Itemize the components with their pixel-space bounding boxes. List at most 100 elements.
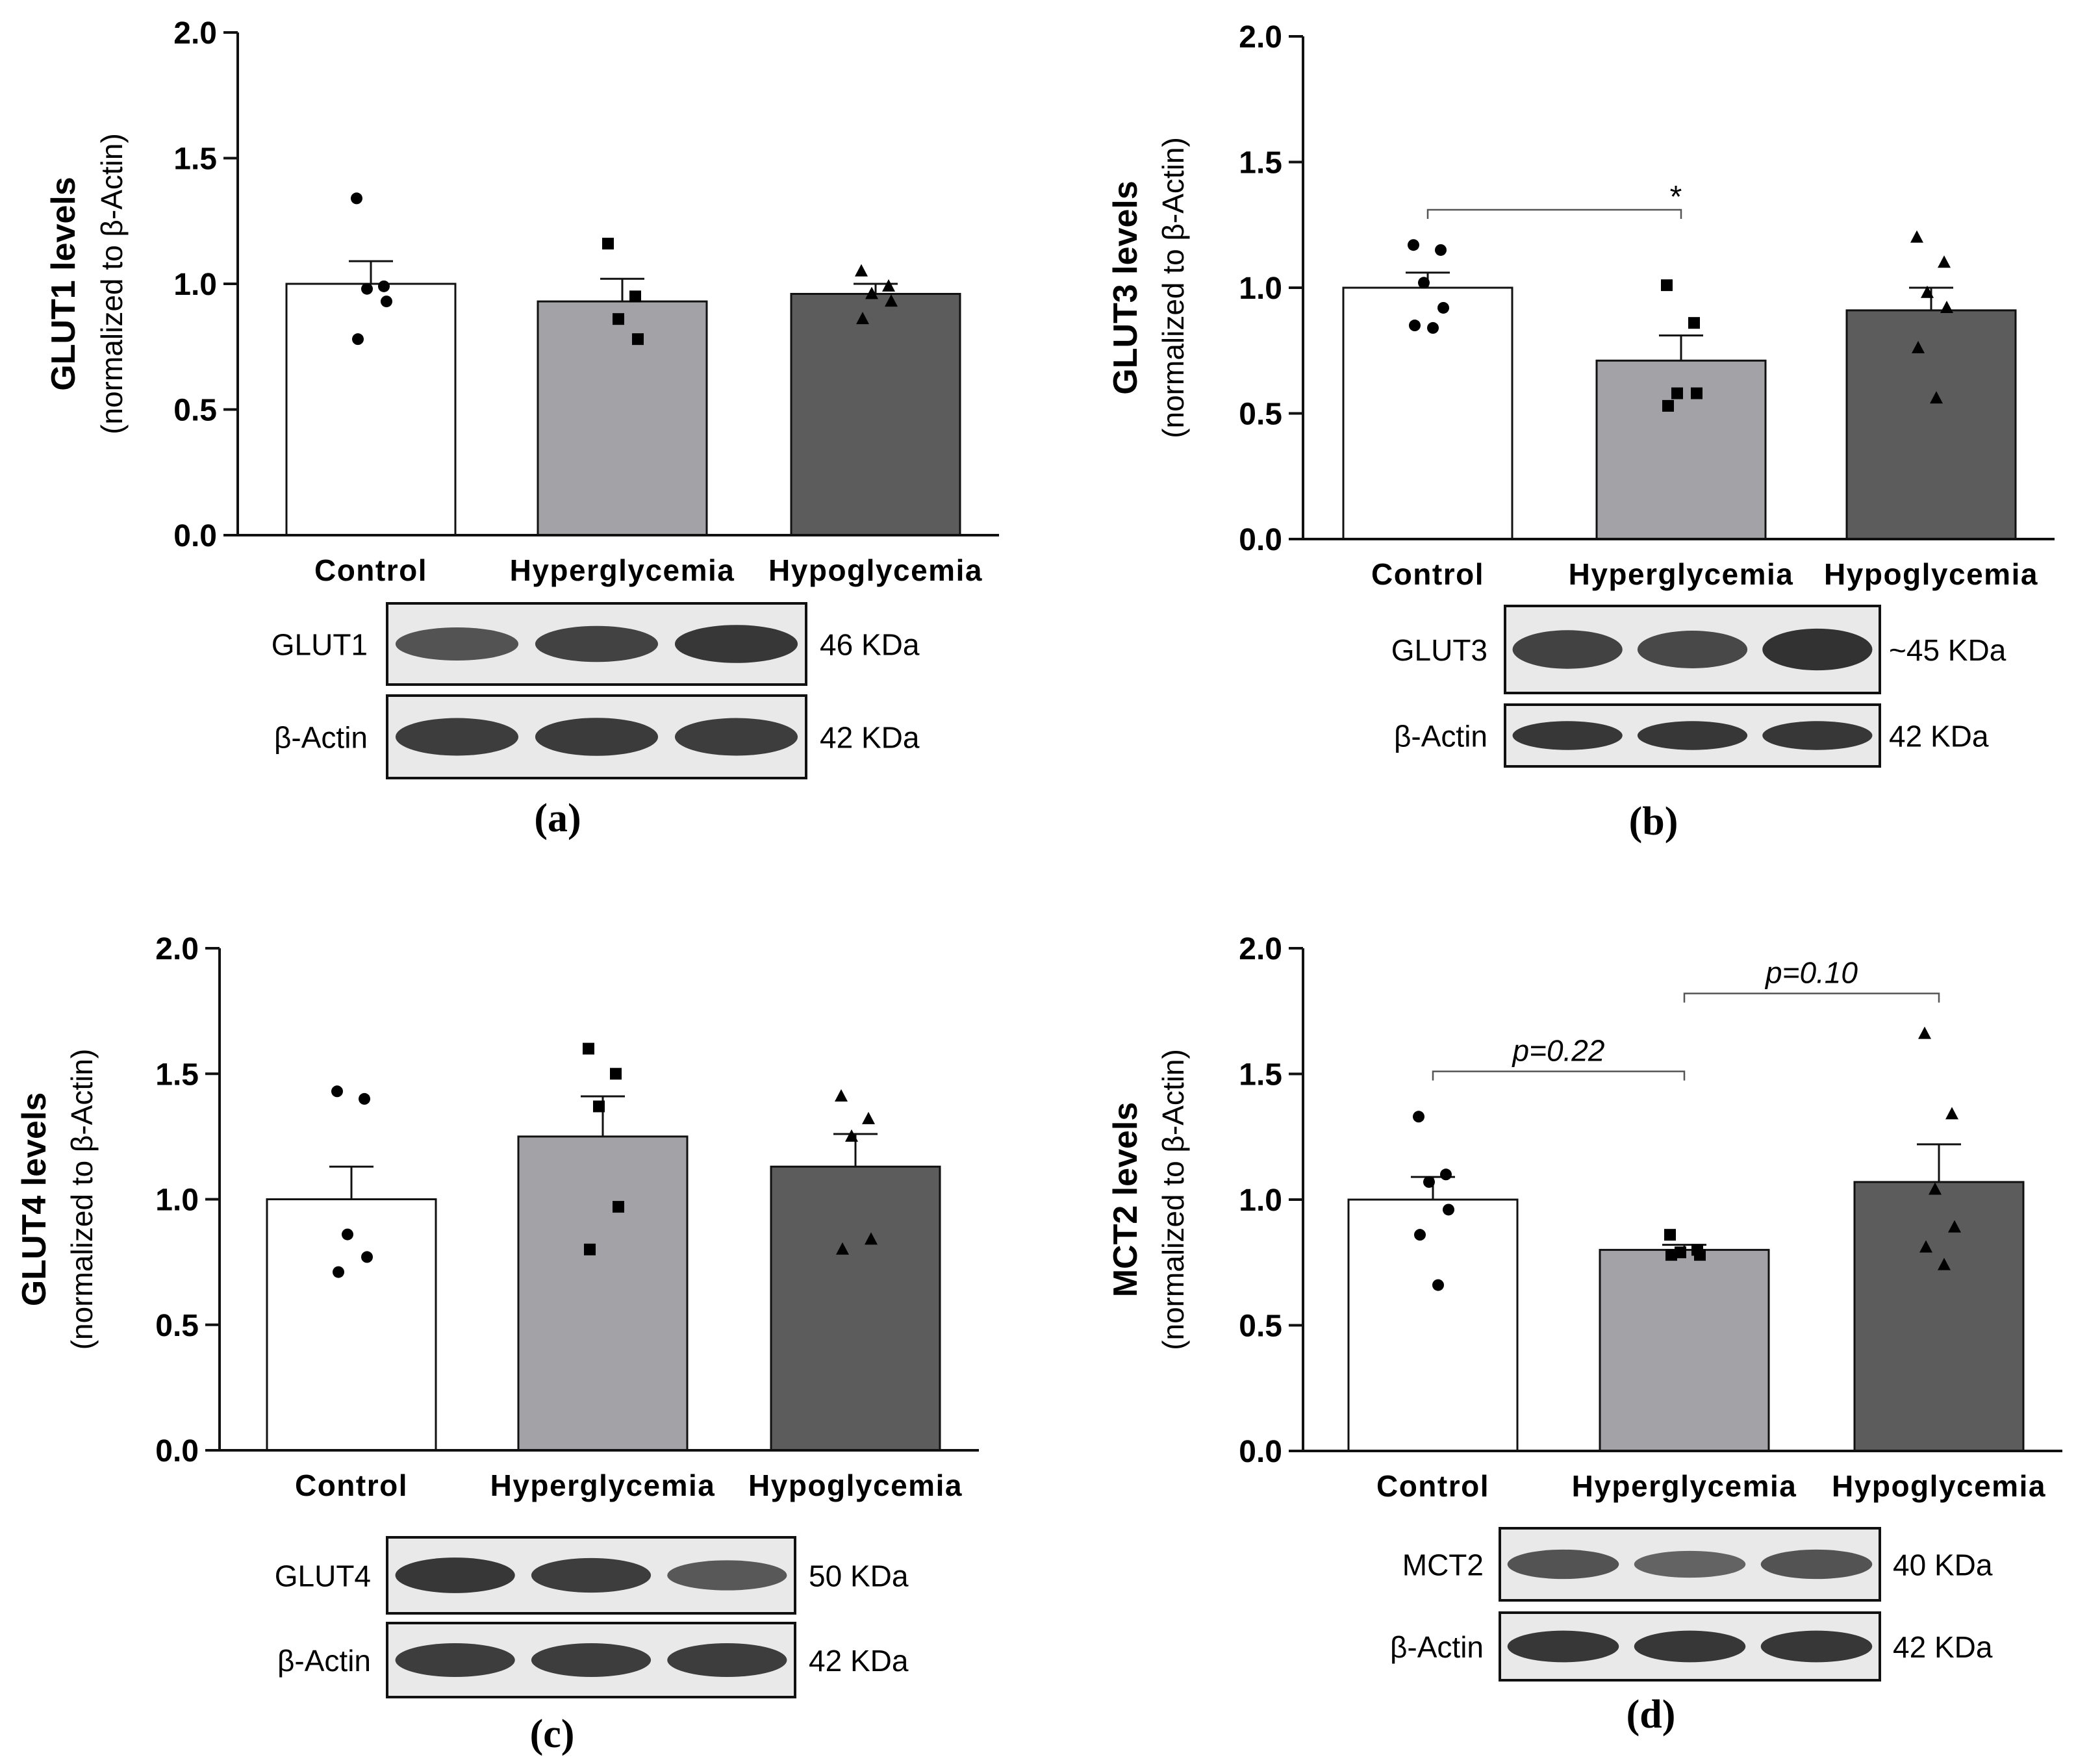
blot-row-label: β-Actin bbox=[277, 1644, 371, 1678]
category-label: Control bbox=[314, 553, 427, 587]
bar-hypoglycemia bbox=[790, 292, 961, 536]
comparison-label: p=0.10 bbox=[1764, 956, 1858, 990]
blot-kda-label: 42 KDa bbox=[809, 1644, 909, 1678]
data-point bbox=[629, 290, 641, 303]
panel-label: (c) bbox=[530, 1712, 575, 1756]
y-axis-subtitle: (normalized to β-Actin) bbox=[1156, 137, 1190, 438]
data-point bbox=[378, 280, 390, 292]
y-axis-subtitle: (normalized to β-Actin) bbox=[65, 1049, 99, 1350]
category-label: Hypoglycemia bbox=[1824, 557, 2038, 591]
blot-band bbox=[1637, 631, 1748, 668]
data-point bbox=[331, 1085, 343, 1098]
category-label: Hyperglycemia bbox=[1569, 557, 1794, 591]
blot-band bbox=[1634, 1630, 1746, 1663]
panel-d: 0.0 0.5 1.0 1.5 2.0 Control Hyperglycemia Hypog… bbox=[1107, 932, 2062, 1737]
blot-band bbox=[395, 718, 519, 756]
data-point bbox=[1919, 1240, 1932, 1253]
data-point bbox=[865, 286, 878, 299]
y-tick-label: 1.0 bbox=[1239, 1183, 1282, 1218]
blot-kda-label: 50 KDa bbox=[809, 1559, 909, 1593]
data-point bbox=[1948, 1220, 1961, 1233]
y-tick-label: 1.0 bbox=[1239, 271, 1282, 306]
blot-row-label: β-Actin bbox=[1394, 720, 1487, 753]
y-tick-label: 0.5 bbox=[173, 394, 217, 428]
blot-band bbox=[1760, 1549, 1873, 1580]
blot-band bbox=[667, 1643, 787, 1677]
panel-label: (b) bbox=[1629, 800, 1678, 844]
data-point bbox=[1661, 279, 1673, 292]
y-tick-label: 2.0 bbox=[173, 16, 217, 51]
data-point bbox=[1437, 301, 1449, 314]
data-point bbox=[1408, 239, 1419, 251]
data-point bbox=[1930, 391, 1943, 404]
comparison-label: * bbox=[1670, 180, 1682, 214]
blot-band bbox=[535, 718, 659, 756]
blot-kda-label: 42 KDa bbox=[820, 721, 920, 755]
blot-kda-label: 46 KDa bbox=[820, 628, 920, 662]
data-point bbox=[352, 333, 364, 346]
blot-row-label: MCT2 bbox=[1402, 1548, 1484, 1582]
data-point bbox=[1671, 387, 1683, 399]
data-point bbox=[610, 1068, 622, 1080]
data-point bbox=[593, 1100, 605, 1113]
data-point bbox=[351, 192, 362, 205]
category-label: Control bbox=[295, 1468, 408, 1502]
blot-band bbox=[1512, 721, 1623, 750]
y-tick-label: 2.0 bbox=[1239, 20, 1282, 55]
data-point bbox=[361, 1251, 373, 1263]
data-point bbox=[856, 312, 869, 325]
data-point bbox=[865, 1232, 878, 1245]
data-point bbox=[1432, 1279, 1444, 1291]
y-tick-label: 1.5 bbox=[173, 142, 217, 177]
y-tick-label: 1.5 bbox=[1239, 1058, 1282, 1092]
category-label: Hypoglycemia bbox=[748, 1468, 963, 1502]
bar-control bbox=[1347, 1198, 1519, 1452]
blot-band bbox=[395, 1557, 515, 1593]
data-point bbox=[1409, 320, 1421, 332]
blot-band bbox=[1762, 721, 1873, 750]
data-point bbox=[381, 296, 392, 308]
bar-hyperglycemia bbox=[1599, 1248, 1770, 1452]
blot-band bbox=[1762, 628, 1873, 671]
data-point bbox=[333, 1266, 344, 1278]
blot-band bbox=[1507, 1630, 1619, 1663]
data-point bbox=[359, 1092, 370, 1105]
data-point bbox=[584, 1243, 596, 1255]
blot-kda-label: 42 KDa bbox=[1889, 720, 1989, 753]
blot-band bbox=[1637, 721, 1748, 750]
comparison-label: p=0.22 bbox=[1512, 1034, 1605, 1068]
category-label: Control bbox=[1376, 1469, 1489, 1503]
y-tick-label: 0.5 bbox=[1239, 397, 1282, 432]
data-point bbox=[855, 264, 868, 277]
blot-band bbox=[395, 627, 519, 661]
blot-row-label: β-Actin bbox=[274, 721, 368, 755]
data-point bbox=[1423, 1176, 1435, 1188]
data-point bbox=[882, 279, 895, 292]
data-point bbox=[613, 313, 624, 325]
data-point bbox=[1694, 1249, 1706, 1261]
data-point bbox=[1938, 255, 1951, 268]
data-point bbox=[1945, 1107, 1958, 1120]
data-point bbox=[1662, 399, 1674, 412]
data-point bbox=[1664, 1229, 1676, 1241]
data-point bbox=[835, 1089, 848, 1102]
bar-hypoglycemia bbox=[1845, 309, 2017, 540]
panel-label: (d) bbox=[1627, 1693, 1676, 1737]
data-point bbox=[845, 1129, 858, 1142]
data-point bbox=[1910, 230, 1923, 243]
data-point bbox=[885, 294, 898, 307]
blot-row-label: GLUT1 bbox=[272, 628, 368, 662]
y-tick-label: 0.5 bbox=[1239, 1309, 1282, 1344]
data-point bbox=[632, 333, 644, 346]
y-tick-label: 1.5 bbox=[1239, 146, 1282, 181]
blot-kda-label: 40 KDa bbox=[1893, 1548, 1993, 1582]
data-point bbox=[342, 1228, 353, 1241]
bar-hypoglycemia bbox=[1853, 1181, 2025, 1452]
comparison-bracket bbox=[1432, 1070, 1686, 1081]
comparison-bracket bbox=[1683, 992, 1940, 1003]
blot-row-label: β-Actin bbox=[1390, 1630, 1484, 1664]
bar-hyperglycemia bbox=[537, 300, 708, 536]
y-tick-label: 0.0 bbox=[155, 1434, 199, 1468]
data-point bbox=[1940, 300, 1953, 313]
comparison-bracket bbox=[1426, 208, 1682, 220]
